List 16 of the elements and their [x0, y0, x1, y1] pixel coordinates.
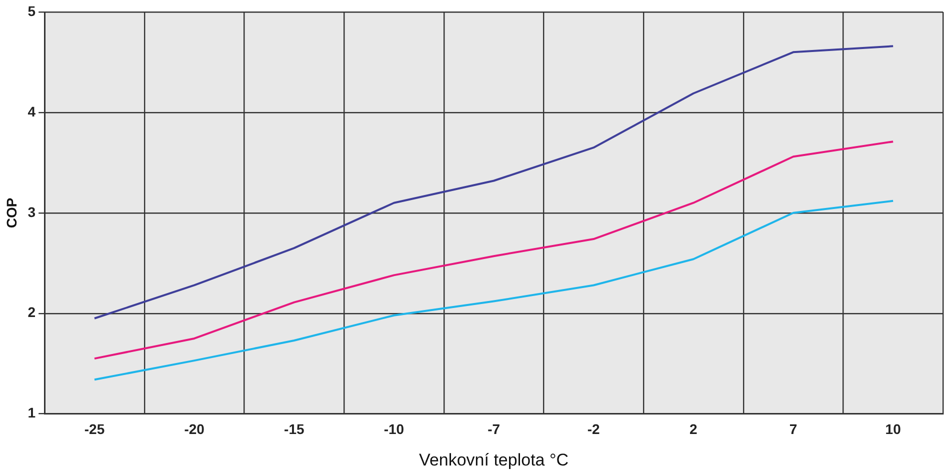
x-tick-label: -10 — [384, 421, 404, 438]
x-tick-label: 2 — [690, 421, 698, 438]
x-tick-label: -7 — [488, 421, 500, 438]
x-tick-label: -20 — [184, 421, 205, 438]
x-tick-label: -25 — [84, 421, 105, 438]
y-tick-label: 1 — [28, 404, 36, 421]
y-tick-label: 3 — [28, 204, 36, 220]
x-tick-label: -15 — [284, 421, 304, 438]
x-tick-label: -2 — [587, 421, 600, 438]
y-tick-label: 4 — [28, 103, 36, 120]
x-tick-label: 10 — [885, 421, 902, 438]
y-tick-label: 5 — [28, 2, 36, 19]
y-axis-title: COP — [3, 198, 20, 228]
x-axis-title: Venkovní teplota °C — [419, 450, 569, 470]
x-tick-label: 7 — [789, 421, 798, 438]
y-tick-label: 2 — [28, 304, 36, 320]
